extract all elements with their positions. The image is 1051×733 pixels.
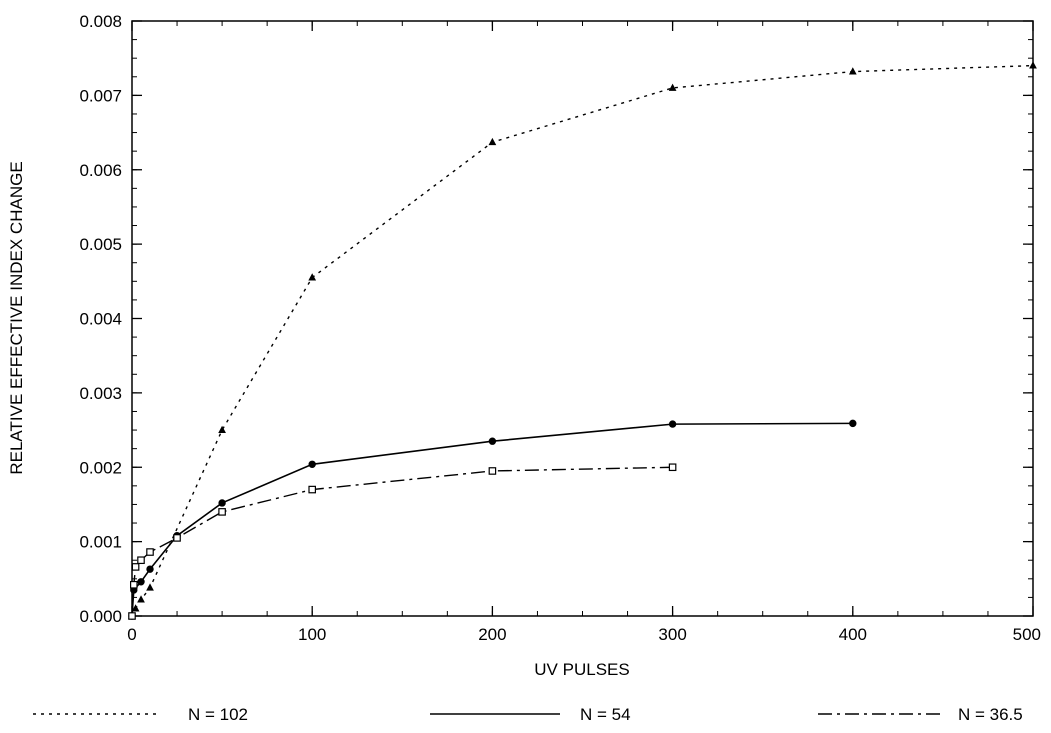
data-point — [218, 499, 226, 507]
data-point — [308, 273, 317, 281]
data-point — [488, 437, 497, 445]
series-layer — [128, 61, 1037, 620]
data-point — [488, 137, 497, 146]
x-tick-label: 300 — [658, 625, 686, 644]
legend-label: N = 36.5 — [958, 705, 1023, 724]
legend-label: N = 54 — [580, 705, 631, 724]
data-point — [308, 460, 316, 468]
series-line — [131, 466, 673, 617]
series-0 — [128, 61, 1037, 619]
y-tick-label: 0.008 — [79, 12, 122, 31]
major-ticks — [131, 20, 1034, 617]
y-tick-labels: 0.000 0.001 0.002 0.003 0.004 0.005 0.006 0.007… — [79, 12, 122, 626]
data-point — [137, 578, 145, 586]
legend-item: N = 36.5 — [818, 705, 1023, 724]
data-point — [146, 565, 154, 573]
legend: N = 102 N = 54 N = 36.5 — [33, 705, 1023, 724]
series-2 — [128, 463, 677, 620]
data-point — [128, 612, 136, 620]
x-tick-label: 400 — [839, 625, 867, 644]
series-line — [131, 64, 1034, 617]
y-axis-title: RELATIVE EFFECTIVE INDEX CHANGE — [7, 161, 26, 474]
data-point — [130, 580, 138, 589]
data-point — [668, 83, 677, 91]
data-point — [1029, 61, 1037, 69]
y-tick-label: 0.002 — [79, 458, 122, 477]
data-point — [218, 425, 226, 433]
y-tick-label: 0.003 — [79, 384, 122, 403]
plot-area-frame — [131, 20, 1034, 617]
x-tick-label: 0 — [127, 625, 136, 644]
x-tick-label: 200 — [478, 625, 506, 644]
series-line — [131, 422, 853, 617]
data-point — [848, 67, 857, 75]
y-tick-label: 0.004 — [79, 310, 122, 329]
legend-label: N = 102 — [188, 705, 248, 724]
legend-item: N = 54 — [430, 705, 631, 724]
x-axis-title: UV PULSES — [534, 660, 629, 679]
data-point — [218, 508, 226, 516]
data-point — [137, 595, 145, 603]
series-1 — [128, 419, 857, 620]
legend-item: N = 102 — [33, 705, 248, 724]
y-tick-label: 0.006 — [79, 161, 122, 180]
y-tick-label: 0.001 — [79, 533, 122, 552]
y-tick-label: 0.000 — [79, 607, 122, 626]
data-point — [131, 563, 140, 571]
data-point — [488, 467, 497, 475]
data-point — [308, 485, 317, 494]
minor-ticks — [131, 20, 1034, 617]
data-point — [146, 583, 154, 591]
x-tick-label: 500 — [1013, 625, 1041, 644]
data-point — [131, 604, 140, 612]
y-tick-label: 0.007 — [79, 86, 122, 105]
data-point — [849, 419, 857, 428]
y-tick-label: 0.005 — [79, 235, 122, 254]
x-tick-label: 100 — [298, 625, 326, 644]
data-point — [146, 548, 154, 556]
data-point — [668, 463, 677, 472]
x-tick-labels: 0 100 200 300 400 500 — [127, 625, 1041, 644]
data-point — [173, 534, 181, 542]
data-point — [668, 420, 677, 428]
data-point — [137, 556, 145, 565]
